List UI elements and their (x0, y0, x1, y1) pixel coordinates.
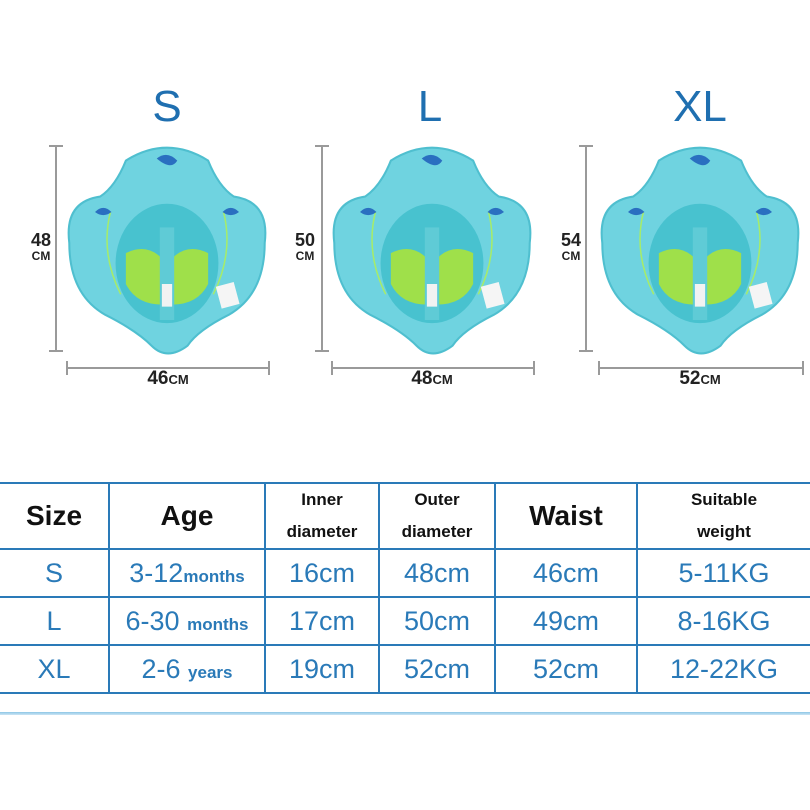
header-waist: Waist (494, 482, 638, 550)
header-text: Inner (301, 490, 343, 509)
width-unit: CM (432, 372, 453, 387)
float-slot (329, 140, 535, 356)
height-label: 48 CM (26, 230, 56, 264)
header-text: weight (697, 522, 751, 541)
height-label: 54 CM (556, 230, 586, 264)
cell-age: 2-6 years (108, 644, 266, 694)
age-value: 3-12 (129, 557, 184, 588)
float-slot (64, 140, 270, 356)
table-row: L 6-30 months 17cm 50cm 49cm 8-16KG (0, 596, 810, 646)
header-text: diameter (286, 522, 358, 541)
width-label: 52CM (640, 368, 760, 390)
width-unit: CM (168, 372, 189, 387)
age-value: 6-30 (125, 605, 180, 636)
height-label: 50 CM (290, 230, 320, 264)
height-value: 54 (560, 230, 582, 250)
cell-waist: 49cm (494, 596, 638, 646)
swim-float-image (67, 146, 267, 355)
width-dimension-line (66, 361, 270, 375)
size-title: XL (673, 82, 727, 131)
cell-inner: 17cm (264, 596, 380, 646)
height-dimension-line (579, 145, 593, 352)
age-unit: months (187, 614, 249, 634)
size-title: L (417, 82, 443, 131)
height-unit: CM (295, 249, 315, 263)
table-row: S 3-12months 16cm 48cm 46cm 5-11KG (0, 548, 810, 598)
cell-weight: 8-16KG (636, 596, 810, 646)
age-value: 2-6 (141, 653, 181, 684)
cell-age: 3-12months (108, 548, 266, 598)
height-dimension-line (49, 145, 63, 352)
header-text: Suitable (690, 490, 758, 509)
cell-waist: 46cm (494, 548, 638, 598)
swim-float-image (600, 146, 800, 355)
cell-outer: 52cm (378, 644, 496, 694)
cell-weight: 12-22KG (636, 644, 810, 694)
table-row: XL 2-6 years 19cm 52cm 52cm 12-22KG (0, 644, 810, 694)
header-inner-diameter: Inner diameter (264, 482, 380, 550)
header-text: diameter (401, 522, 473, 541)
height-dimension-line (315, 145, 329, 352)
size-title: S (152, 82, 182, 131)
header-age: Age (108, 482, 266, 550)
cell-age: 6-30 months (108, 596, 266, 646)
width-dimension-line (598, 361, 804, 375)
height-unit: CM (31, 249, 51, 263)
cell-outer: 48cm (378, 548, 496, 598)
width-value: 52 (679, 368, 701, 389)
height-unit: CM (561, 249, 581, 263)
header-outer-diameter: Outer diameter (378, 482, 496, 550)
height-value: 48 (30, 230, 52, 250)
cell-outer: 50cm (378, 596, 496, 646)
age-unit: years (188, 662, 233, 682)
header-suitable-weight: Suitable weight (636, 482, 810, 550)
width-label: 48CM (372, 368, 492, 390)
width-label: 46CM (108, 368, 228, 390)
width-unit: CM (700, 372, 721, 387)
divider (0, 712, 810, 715)
cell-weight: 5-11KG (636, 548, 810, 598)
cell-waist: 52cm (494, 644, 638, 694)
size-chart-table: Size Age Inner diameter Outer diameter Wai… (0, 482, 810, 694)
width-value: 48 (411, 368, 433, 389)
height-value: 50 (294, 230, 316, 250)
cell-size: L (0, 596, 110, 646)
width-value: 46 (147, 368, 169, 389)
cell-size: S (0, 548, 110, 598)
table-header-row: Size Age Inner diameter Outer diameter Wai… (0, 482, 810, 550)
width-dimension-line (331, 361, 535, 375)
header-text: Outer (414, 490, 460, 509)
swim-float-image (332, 146, 532, 355)
cell-size: XL (0, 644, 110, 694)
cell-inner: 16cm (264, 548, 380, 598)
header-size: Size (0, 482, 110, 550)
age-unit: months (183, 566, 245, 586)
cell-inner: 19cm (264, 644, 380, 694)
float-slot (597, 140, 803, 356)
